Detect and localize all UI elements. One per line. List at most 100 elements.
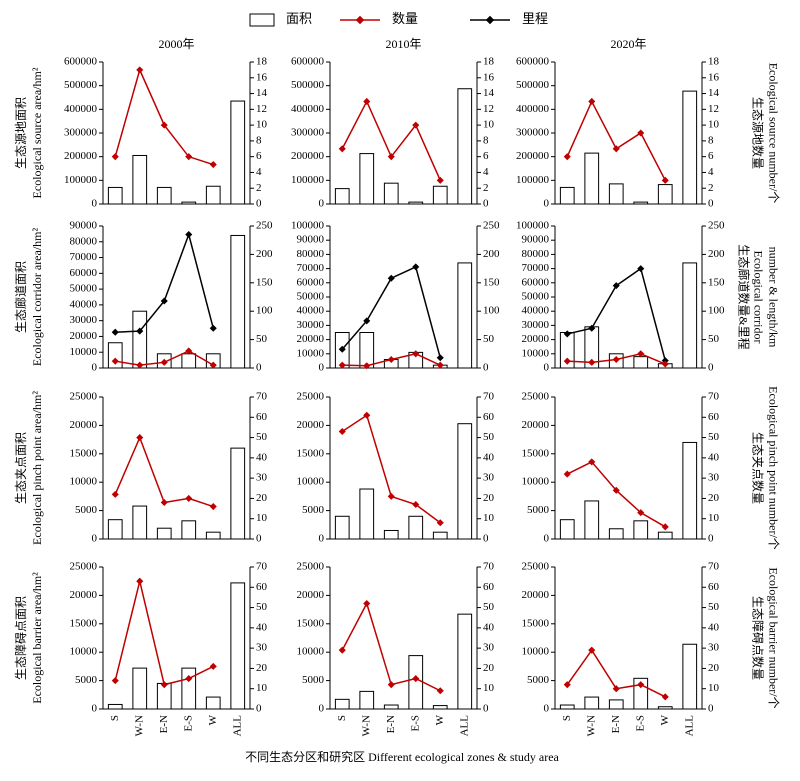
y-tick-label: 20000 — [70, 419, 98, 431]
y2-tick-label: 0 — [483, 533, 489, 545]
x-tick-label: W — [659, 714, 671, 725]
y-axis-label: Ecological corridor area/hm² — [30, 228, 44, 367]
count-marker — [588, 646, 596, 654]
legend-marker — [355, 15, 365, 25]
count-marker — [160, 681, 168, 689]
y2-tick-label: 250 — [483, 220, 500, 232]
y-tick-label: 90000 — [297, 234, 325, 246]
count-marker — [436, 176, 444, 184]
y-tick-label: 15000 — [522, 617, 550, 629]
y2-tick-label: 200 — [256, 248, 273, 260]
bar — [181, 201, 197, 205]
bar — [633, 356, 649, 369]
y-tick-label: 500000 — [291, 79, 325, 91]
y2-tick-label: 50 — [708, 601, 720, 613]
count-marker — [412, 675, 420, 683]
count-line — [341, 99, 441, 181]
count-marker — [338, 361, 346, 369]
x-tick-label: W-N — [360, 715, 372, 736]
bar — [408, 655, 424, 710]
y-tick-label: 0 — [319, 362, 325, 374]
y-tick-label: 20000 — [297, 333, 325, 345]
y2-tick-label: 2 — [256, 182, 262, 194]
length-marker — [136, 327, 144, 335]
y2-tick-label: 50 — [256, 601, 268, 613]
y2-tick-label: 40 — [483, 451, 495, 463]
y-tick-label: 100000 — [64, 174, 98, 186]
bar — [608, 183, 624, 205]
y-tick-label: 15000 — [522, 447, 550, 459]
y-tick-label: 25000 — [522, 561, 550, 573]
y2-tick-label: 70 — [256, 391, 268, 403]
bar — [633, 520, 649, 540]
y2-tick-label: 30 — [483, 472, 495, 484]
y-tick-label: 15000 — [297, 447, 325, 459]
y2-tick-label: 50 — [708, 431, 720, 443]
y-tick-label: 70000 — [297, 262, 325, 274]
count-marker — [661, 693, 669, 701]
y2-axis-label: Ecological pinch point number/个 — [766, 386, 780, 550]
length-marker — [363, 317, 371, 325]
count-marker — [637, 681, 645, 689]
y2-tick-label: 30 — [708, 472, 720, 484]
y-tick-label: 600000 — [64, 56, 98, 68]
y2-tick-label: 8 — [483, 134, 489, 146]
count-marker — [160, 498, 168, 507]
bar — [107, 519, 123, 540]
length-marker — [612, 282, 620, 290]
count-marker — [588, 97, 596, 105]
y-tick-label: 400000 — [64, 103, 98, 115]
count-marker — [637, 509, 645, 517]
y2-axis-label: 生态夹点数量 — [750, 432, 765, 504]
x-tick-label: E-S — [182, 715, 194, 732]
x-tick-label: ALL — [683, 715, 695, 737]
y-tick-label: 100000 — [516, 174, 550, 186]
y2-tick-label: 12 — [708, 103, 719, 115]
y-tick-label: 15000 — [70, 617, 98, 629]
y-tick-label: 5000 — [527, 504, 550, 516]
count-line — [566, 99, 666, 181]
y2-tick-label: 50 — [483, 431, 495, 443]
count-marker — [136, 361, 144, 369]
y-tick-label: 25000 — [70, 561, 98, 573]
bar — [584, 500, 600, 540]
y2-tick-label: 8 — [256, 134, 262, 146]
y-tick-label: 20000 — [522, 333, 550, 345]
y2-tick-label: 10 — [256, 512, 268, 524]
y2-tick-label: 50 — [256, 333, 268, 345]
legend-marker — [485, 15, 495, 25]
y-tick-label: 100000 — [291, 220, 325, 232]
y-tick-label: 0 — [319, 703, 325, 715]
y2-tick-label: 0 — [483, 703, 489, 715]
y-tick-label: 400000 — [291, 103, 325, 115]
count-marker — [185, 675, 193, 683]
y-tick-label: 15000 — [70, 447, 98, 459]
count-marker — [363, 97, 371, 105]
count-line — [566, 460, 666, 528]
y-tick-label: 60000 — [70, 267, 98, 279]
y-axis-label: 生态夹点面积 — [14, 432, 28, 504]
count-marker — [387, 355, 395, 364]
bar — [457, 423, 473, 540]
y2-tick-label: 14 — [483, 87, 495, 99]
y-tick-label: 90000 — [522, 234, 550, 246]
x-tick-label: W-N — [585, 715, 597, 736]
y-tick-label: 70000 — [70, 251, 98, 263]
x-tick-label: W — [207, 714, 219, 725]
y2-tick-label: 0 — [483, 198, 489, 210]
length-marker — [111, 328, 119, 336]
y2-tick-label: 30 — [483, 642, 495, 654]
column-title: 2020年 — [610, 37, 646, 51]
bar — [657, 531, 673, 540]
count-marker — [612, 355, 620, 364]
y2-tick-label: 0 — [708, 703, 714, 715]
y2-tick-label: 30 — [256, 642, 268, 654]
y-tick-label: 0 — [544, 533, 550, 545]
x-tick-label: E-N — [610, 715, 622, 733]
bar — [107, 186, 123, 205]
y2-tick-label: 4 — [708, 166, 714, 178]
bar — [383, 529, 399, 540]
y-tick-label: 500000 — [516, 79, 550, 91]
y-axis-label: 生态源地面积 — [14, 97, 28, 169]
count-marker — [363, 599, 371, 608]
